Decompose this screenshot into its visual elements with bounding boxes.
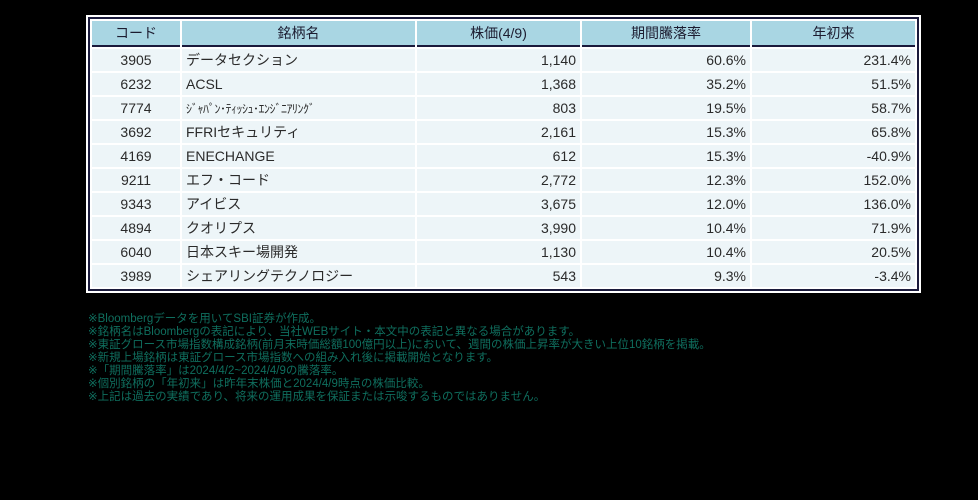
table-row: 9343 アイビス 3,675 12.0% 136.0% (92, 193, 915, 215)
table-row: 3692 FFRIセキュリティ 2,161 15.3% 65.8% (92, 121, 915, 143)
footnote-line: ※個別銘柄の「年初来」は昨年末株価と2024/4/9時点の株価比較。 (88, 378, 430, 390)
cell-price: 1,140 (417, 49, 580, 71)
cell-ytd: 65.8% (752, 121, 915, 143)
table-row: 3989 シェアリングテクノロジー 543 9.3% -3.4% (92, 265, 915, 287)
cell-name: アイビス (182, 193, 415, 215)
cell-name: ACSL (182, 73, 415, 95)
footnote-line: ※上記は過去の実績であり、将来の運用成果を保証または示唆するものではありません。 (88, 391, 546, 403)
cell-code: 6232 (92, 73, 180, 95)
cell-name: データセクション (182, 49, 415, 71)
cell-period_change: 12.3% (582, 169, 750, 191)
cell-ytd: 152.0% (752, 169, 915, 191)
column-header-ytd: 年初来 (752, 21, 915, 47)
cell-price: 543 (417, 265, 580, 287)
table-row: 4894 クオリプス 3,990 10.4% 71.9% (92, 217, 915, 239)
cell-name: クオリプス (182, 217, 415, 239)
stock-table-frame: コード 銘柄名 株価(4/9) 期間騰落率 年初来 3905 データセクション 1,140 6… (86, 15, 921, 293)
cell-code: 3692 (92, 121, 180, 143)
footnote-line: ※銘柄名はBloombergの表記により、当社WEBサイト・本文中の表記と異なる… (88, 326, 581, 338)
cell-ytd: -40.9% (752, 145, 915, 167)
column-header-name: 銘柄名 (182, 21, 415, 47)
cell-period_change: 10.4% (582, 241, 750, 263)
cell-period_change: 15.3% (582, 121, 750, 143)
cell-code: 9343 (92, 193, 180, 215)
cell-period_change: 10.4% (582, 217, 750, 239)
table-row: 9211 エフ・コード 2,772 12.3% 152.0% (92, 169, 915, 191)
cell-price: 612 (417, 145, 580, 167)
table-header-row: コード 銘柄名 株価(4/9) 期間騰落率 年初来 (92, 21, 915, 47)
cell-ytd: 51.5% (752, 73, 915, 95)
stock-table-border: コード 銘柄名 株価(4/9) 期間騰落率 年初来 3905 データセクション 1,140 6… (88, 17, 919, 291)
cell-name: 日本スキー場開発 (182, 241, 415, 263)
cell-period_change: 12.0% (582, 193, 750, 215)
column-header-code: コード (92, 21, 180, 47)
footnotes: ※Bloombergデータを用いてSBI証券が作成。 ※銘柄名はBloomberg… (88, 313, 711, 404)
cell-ytd: 58.7% (752, 97, 915, 119)
cell-ytd: 136.0% (752, 193, 915, 215)
cell-code: 3905 (92, 49, 180, 71)
cell-period_change: 35.2% (582, 73, 750, 95)
cell-name: エフ・コード (182, 169, 415, 191)
cell-name: ENECHANGE (182, 145, 415, 167)
cell-code: 4894 (92, 217, 180, 239)
cell-period_change: 60.6% (582, 49, 750, 71)
cell-period_change: 19.5% (582, 97, 750, 119)
cell-ytd: -3.4% (752, 265, 915, 287)
cell-price: 2,772 (417, 169, 580, 191)
footnote-line: ※Bloombergデータを用いてSBI証券が作成。 (88, 313, 321, 325)
cell-price: 3,990 (417, 217, 580, 239)
cell-price: 3,675 (417, 193, 580, 215)
cell-ytd: 20.5% (752, 241, 915, 263)
cell-ytd: 71.9% (752, 217, 915, 239)
cell-price: 2,161 (417, 121, 580, 143)
table-body: 3905 データセクション 1,140 60.6% 231.4% 6232 ACSL 1,36… (92, 49, 915, 287)
cell-ytd: 231.4% (752, 49, 915, 71)
cell-price: 1,368 (417, 73, 580, 95)
footnote-line: ※新規上場銘柄は東証グロース市場指数への組み入れ後に掲載開始となります。 (88, 352, 499, 364)
cell-period_change: 15.3% (582, 145, 750, 167)
footnote-line: ※東証グロース市場指数構成銘柄(前月末時価総額100億円以上)において、週間の株… (88, 339, 711, 351)
table-row: 3905 データセクション 1,140 60.6% 231.4% (92, 49, 915, 71)
cell-name: シェアリングテクノロジー (182, 265, 415, 287)
table-row: 6040 日本スキー場開発 1,130 10.4% 20.5% (92, 241, 915, 263)
cell-price: 803 (417, 97, 580, 119)
footnote-line: ※「期間騰落率」は2024/4/2~2024/4/9の騰落率。 (88, 365, 344, 377)
cell-name: ｼﾞｬﾊﾟﾝ･ﾃｨｯｼｭ･ｴﾝｼﾞﾆｱﾘﾝｸﾞ (182, 97, 415, 119)
cell-code: 4169 (92, 145, 180, 167)
stock-ranking-table: コード 銘柄名 株価(4/9) 期間騰落率 年初来 3905 データセクション 1,140 6… (90, 19, 917, 289)
cell-code: 6040 (92, 241, 180, 263)
table-row: 4169 ENECHANGE 612 15.3% -40.9% (92, 145, 915, 167)
column-header-period_change: 期間騰落率 (582, 21, 750, 47)
table-row: 7774 ｼﾞｬﾊﾟﾝ･ﾃｨｯｼｭ･ｴﾝｼﾞﾆｱﾘﾝｸﾞ 803 19.5% 58.7% (92, 97, 915, 119)
cell-code: 3989 (92, 265, 180, 287)
cell-price: 1,130 (417, 241, 580, 263)
cell-period_change: 9.3% (582, 265, 750, 287)
cell-code: 7774 (92, 97, 180, 119)
table-row: 6232 ACSL 1,368 35.2% 51.5% (92, 73, 915, 95)
column-header-price: 株価(4/9) (417, 21, 580, 47)
cell-name: FFRIセキュリティ (182, 121, 415, 143)
cell-code: 9211 (92, 169, 180, 191)
